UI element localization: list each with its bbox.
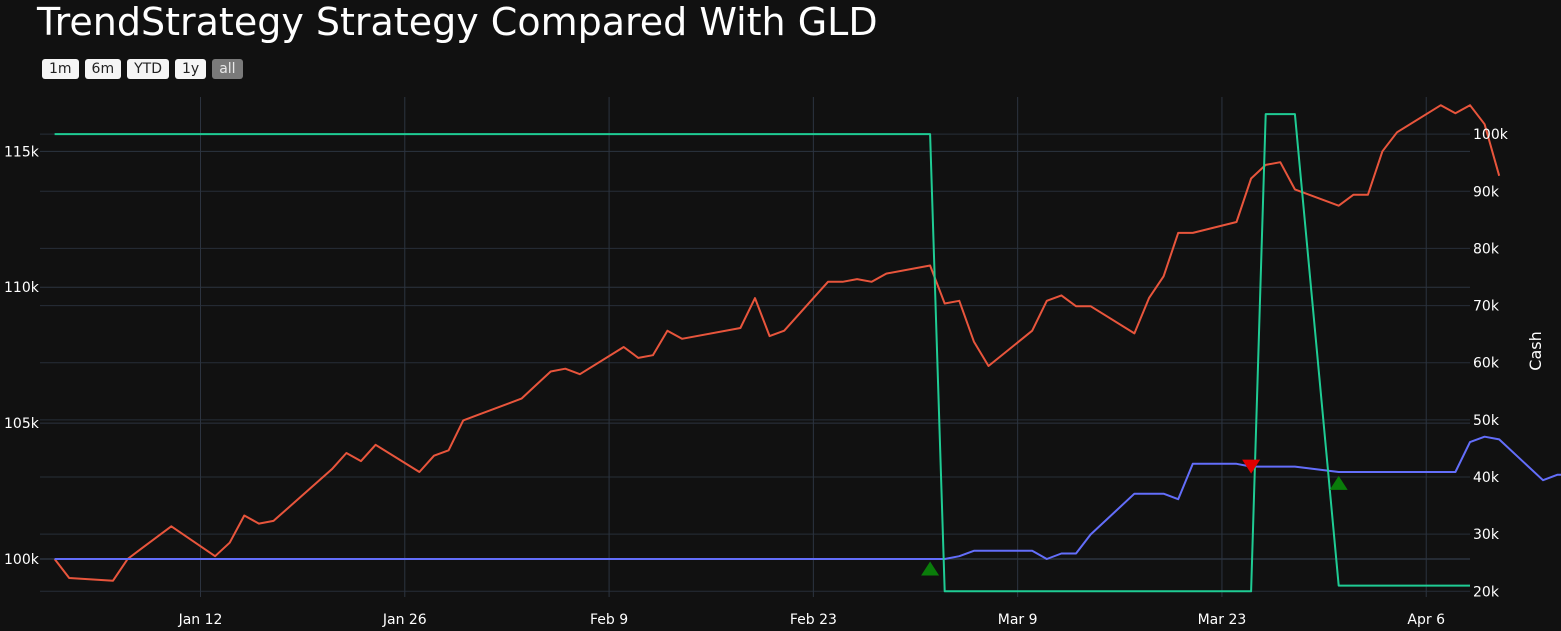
- x-tick-label: Apr 6: [1407, 612, 1445, 628]
- x-tick-label: Jan 26: [382, 612, 427, 628]
- trade-markers: [921, 459, 1348, 576]
- series-layer: [53, 104, 1561, 593]
- y-right-tick-label: 100k: [1473, 127, 1509, 143]
- range-button-6m[interactable]: 6m: [84, 59, 122, 79]
- range-button-all[interactable]: all: [212, 59, 243, 79]
- y-left-tick-label: 105k: [4, 416, 40, 432]
- y-right-tick-label: 30k: [1473, 527, 1500, 543]
- x-tick-label: Mar 23: [1198, 612, 1247, 628]
- strategy-series-line: [54, 435, 1561, 560]
- y-right-tick-label: 90k: [1473, 184, 1500, 200]
- buy-marker[interactable]: [921, 561, 940, 576]
- y-right-axis-title: Cash: [1526, 331, 1545, 370]
- y-right-tick-label: 70k: [1473, 299, 1500, 315]
- x-tick-label: Feb 9: [590, 612, 628, 628]
- range-button-ytd[interactable]: YTD: [127, 59, 169, 79]
- chart-title: TrendStrategy Strategy Compared With GLD: [37, 0, 878, 44]
- range-button-1m[interactable]: 1m: [42, 59, 79, 79]
- y-right-tick-label: 20k: [1473, 584, 1500, 600]
- y-left-tick-label: 115k: [4, 144, 40, 160]
- range-selector: 1m 6m YTD 1y all: [42, 59, 243, 79]
- y-right-tick-label: 60k: [1473, 356, 1500, 372]
- cash-series-line: [54, 113, 1470, 593]
- buy-marker[interactable]: [1329, 475, 1348, 490]
- y-right-tick-label: 50k: [1473, 413, 1500, 429]
- sell-marker[interactable]: [1242, 459, 1261, 474]
- x-tick-label: Jan 12: [178, 612, 223, 628]
- y-right-tick-label: 80k: [1473, 241, 1500, 257]
- gld-series-line: [53, 104, 1501, 582]
- range-button-1y[interactable]: 1y: [174, 59, 207, 79]
- y-left-tick-label: 100k: [4, 552, 40, 568]
- y-left-tick-label: 110k: [4, 280, 40, 296]
- y-right-tick-label: 40k: [1473, 470, 1500, 486]
- x-tick-label: Mar 9: [998, 612, 1038, 628]
- axis-labels: Jan 12 Jan 26 Feb 9 Feb 23 Mar 9 Mar 23 Apr 6 1…: [4, 127, 1545, 628]
- x-tick-label: Feb 23: [790, 612, 837, 628]
